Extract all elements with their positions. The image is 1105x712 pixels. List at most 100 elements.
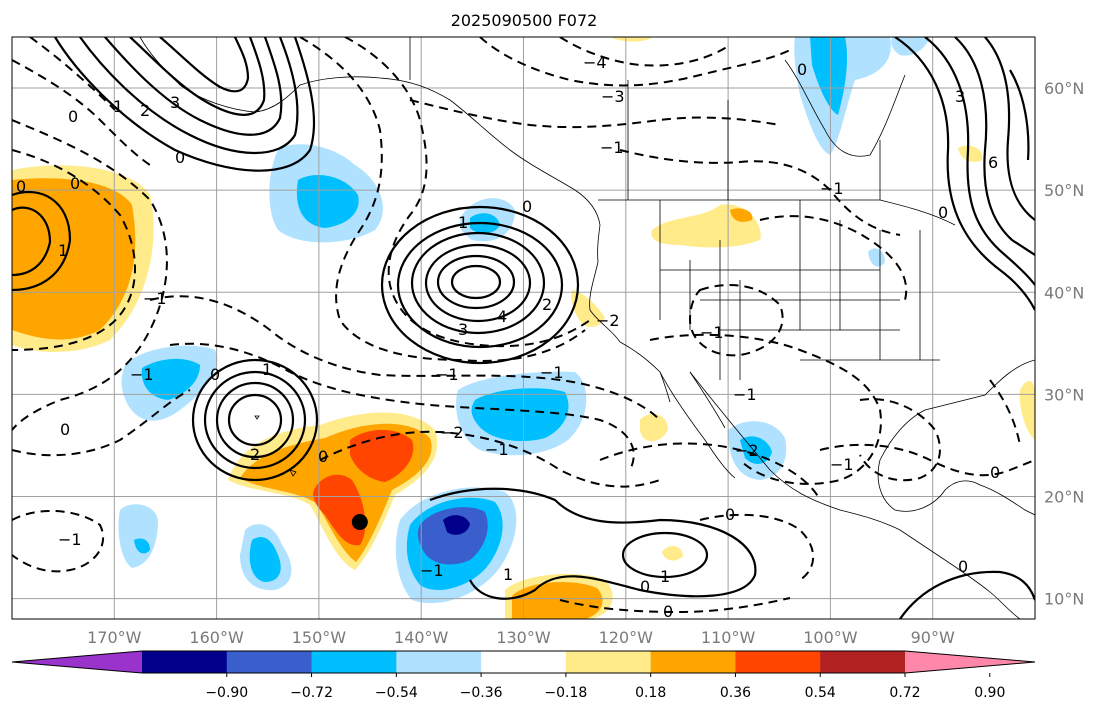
positive-anomaly-tropics: [662, 546, 683, 561]
mexico-west-coast: [689, 371, 946, 561]
contour-subtropical-ring-4: [227, 393, 283, 447]
contour-label: −1: [540, 363, 564, 382]
colorbar-segment: [142, 651, 228, 673]
contour-neg-1: [12, 119, 168, 431]
contour-alaska-3: [104, 37, 283, 136]
longitude-tick-label: 100°W: [803, 628, 858, 647]
colorbar-segment: [650, 651, 736, 673]
us-canada-border: [598, 199, 956, 226]
contour-label: −1: [143, 289, 167, 308]
negative-anomaly-gulf-of-alaska-core: [296, 175, 359, 228]
contour-high-ring-4: [424, 243, 532, 323]
contour-label: 0: [175, 148, 185, 167]
negative-anomaly-tropical-extreme: [443, 515, 470, 535]
colorbar-tick-label: 0.72: [889, 685, 920, 701]
positive-anomaly-rockies-core: [730, 208, 753, 222]
contour-alaska-1: [54, 37, 316, 172]
state-lines: [659, 200, 940, 380]
contour-label: 1: [660, 567, 670, 586]
contour-east-3: [954, 37, 1035, 256]
contour-neg-16: [599, 442, 821, 501]
negative-anomaly-west-small: [118, 504, 158, 568]
contour-high-ring-6: [450, 264, 502, 300]
hawaii-islands: [254, 415, 297, 477]
contour-label: 3: [170, 93, 180, 112]
negative-anomaly-west-small-core: [134, 538, 150, 554]
colorbar-segment: [820, 651, 906, 673]
colorbar-tick-label: 0.54: [805, 685, 836, 701]
longitude-tick-label: 140°W: [394, 628, 449, 647]
positive-anomaly-canada: [958, 145, 983, 162]
contour-label: 1: [113, 97, 123, 116]
latitude-ticks: 60°N 50°N 40°N 30°N 20°N 10°N: [1044, 79, 1084, 609]
positive-anomaly-baja: [640, 414, 668, 442]
dashed-contour-lines: [12, 37, 1035, 614]
contour-east-5: [1009, 69, 1030, 161]
contour-west-1: [12, 190, 72, 292]
contour-label: 3: [955, 87, 965, 106]
contour-label: −2: [735, 441, 759, 460]
longitude-tick-label: 120°W: [599, 628, 654, 647]
contour-alaska-2: [79, 37, 299, 155]
contour-label: 0: [725, 505, 735, 524]
contour-label: 0: [958, 557, 968, 576]
contour-label: 0: [640, 577, 650, 596]
alaska-coast: [139, 37, 601, 226]
negative-anomaly-hawaii-north-core: [141, 358, 200, 400]
contour-tropical-3: [899, 570, 1035, 619]
longitude-tick-label: 160°W: [189, 628, 244, 647]
colorbar-segment: [311, 651, 397, 673]
longitude-tick-label: 130°W: [496, 628, 551, 647]
colorbar-tick-label: 0.18: [635, 685, 666, 701]
positive-anomaly-gulf: [1019, 380, 1035, 440]
contour-label: 2: [250, 445, 260, 464]
colorbar-tick-label: −0.90: [205, 685, 248, 701]
contour-label: −1: [485, 440, 509, 459]
contour-neg-3: [12, 389, 191, 457]
colorbar-tick-label: −0.72: [290, 685, 333, 701]
contour-east-4: [984, 37, 1035, 221]
colorbar-outline: [11, 650, 1036, 674]
colorbar: −0.90 −0.72 −0.54 −0.36 −0.18 0.18 0.36 0.54 0.7…: [11, 650, 1036, 701]
contour-subtropical-ring-2: [203, 370, 307, 470]
contour-high-ring-1: [380, 205, 580, 365]
hudson-bay: [784, 59, 906, 157]
contour-label: −1: [435, 365, 459, 384]
negative-anomaly-hudson-core: [810, 37, 848, 115]
contour-tropical-1: [429, 487, 757, 600]
colorbar-tick-label: 0.36: [720, 685, 751, 701]
contour-neg-24: [989, 379, 1021, 446]
contour-neg-18: [859, 398, 941, 482]
contour-east-2: [924, 37, 1035, 286]
contour-tropical-2: [621, 531, 709, 579]
contour-high-ring-3: [410, 231, 546, 335]
contour-high-ring-2: [396, 221, 564, 349]
contour-label: −2: [440, 423, 464, 442]
negative-anomaly-plains: [868, 248, 885, 267]
contour-label: −1: [130, 365, 154, 384]
contour-label: −1: [600, 138, 624, 157]
negative-anomaly-tropical-max: [417, 507, 488, 565]
map-panel: 0 1 2 3 4 0 1 2 0 −2 −1 −1 −1 −1 −4 −3 0…: [11, 36, 1036, 621]
contour-neg-11: [559, 37, 731, 67]
colorbar-tick-label: −0.54: [375, 685, 418, 701]
contour-label: 1: [58, 241, 68, 260]
latitude-tick-label: 50°N: [1044, 181, 1084, 200]
contour-neg-5: [299, 37, 586, 362]
canada-interior: [409, 37, 881, 200]
contour-neg-7: [149, 295, 661, 421]
contour-label: −1: [733, 385, 757, 404]
baja: [659, 371, 736, 479]
contour-label: 6: [988, 153, 998, 172]
map-title: 2025090500 F072: [451, 11, 598, 30]
contour-neg-15: [649, 333, 882, 485]
contour-label: 0: [663, 602, 673, 621]
contour-neg-17: [819, 443, 1035, 477]
contour-label: 1: [262, 360, 272, 379]
contour-label: 4: [497, 307, 507, 326]
storm-position-marker: [351, 514, 368, 530]
contour-neg-6: [344, 37, 591, 348]
contour-neg-21: [29, 37, 116, 111]
contour-label: 0: [990, 463, 1000, 482]
contour-label: 0: [16, 177, 26, 196]
